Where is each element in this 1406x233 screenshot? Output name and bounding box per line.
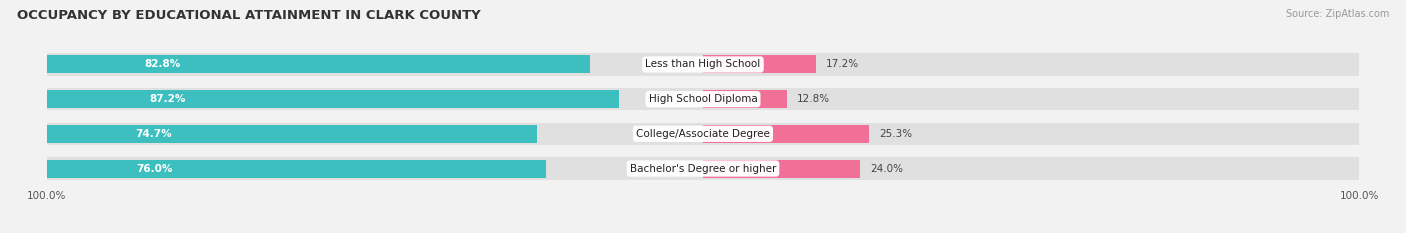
Text: 74.7%: 74.7% xyxy=(135,129,172,139)
Text: 87.2%: 87.2% xyxy=(150,94,186,104)
Text: Source: ZipAtlas.com: Source: ZipAtlas.com xyxy=(1285,9,1389,19)
Bar xyxy=(46,125,537,143)
Bar xyxy=(46,53,1360,75)
Text: OCCUPANCY BY EDUCATIONAL ATTAINMENT IN CLARK COUNTY: OCCUPANCY BY EDUCATIONAL ATTAINMENT IN C… xyxy=(17,9,481,22)
Text: 25.3%: 25.3% xyxy=(879,129,912,139)
Text: 82.8%: 82.8% xyxy=(145,59,181,69)
Text: 17.2%: 17.2% xyxy=(825,59,859,69)
Bar xyxy=(703,160,860,178)
Text: 12.8%: 12.8% xyxy=(797,94,830,104)
Text: 76.0%: 76.0% xyxy=(136,164,173,174)
Bar xyxy=(703,55,815,73)
Text: 24.0%: 24.0% xyxy=(870,164,903,174)
Text: High School Diploma: High School Diploma xyxy=(648,94,758,104)
Bar xyxy=(703,125,869,143)
Bar xyxy=(703,90,787,108)
Text: College/Associate Degree: College/Associate Degree xyxy=(636,129,770,139)
Bar xyxy=(46,90,619,108)
Text: 100.0%: 100.0% xyxy=(1340,191,1379,201)
Bar xyxy=(46,158,1360,180)
Bar xyxy=(46,55,591,73)
Bar xyxy=(46,160,546,178)
Bar xyxy=(46,88,1360,110)
Text: Less than High School: Less than High School xyxy=(645,59,761,69)
Bar xyxy=(46,123,1360,145)
Text: Bachelor's Degree or higher: Bachelor's Degree or higher xyxy=(630,164,776,174)
Text: 100.0%: 100.0% xyxy=(27,191,66,201)
